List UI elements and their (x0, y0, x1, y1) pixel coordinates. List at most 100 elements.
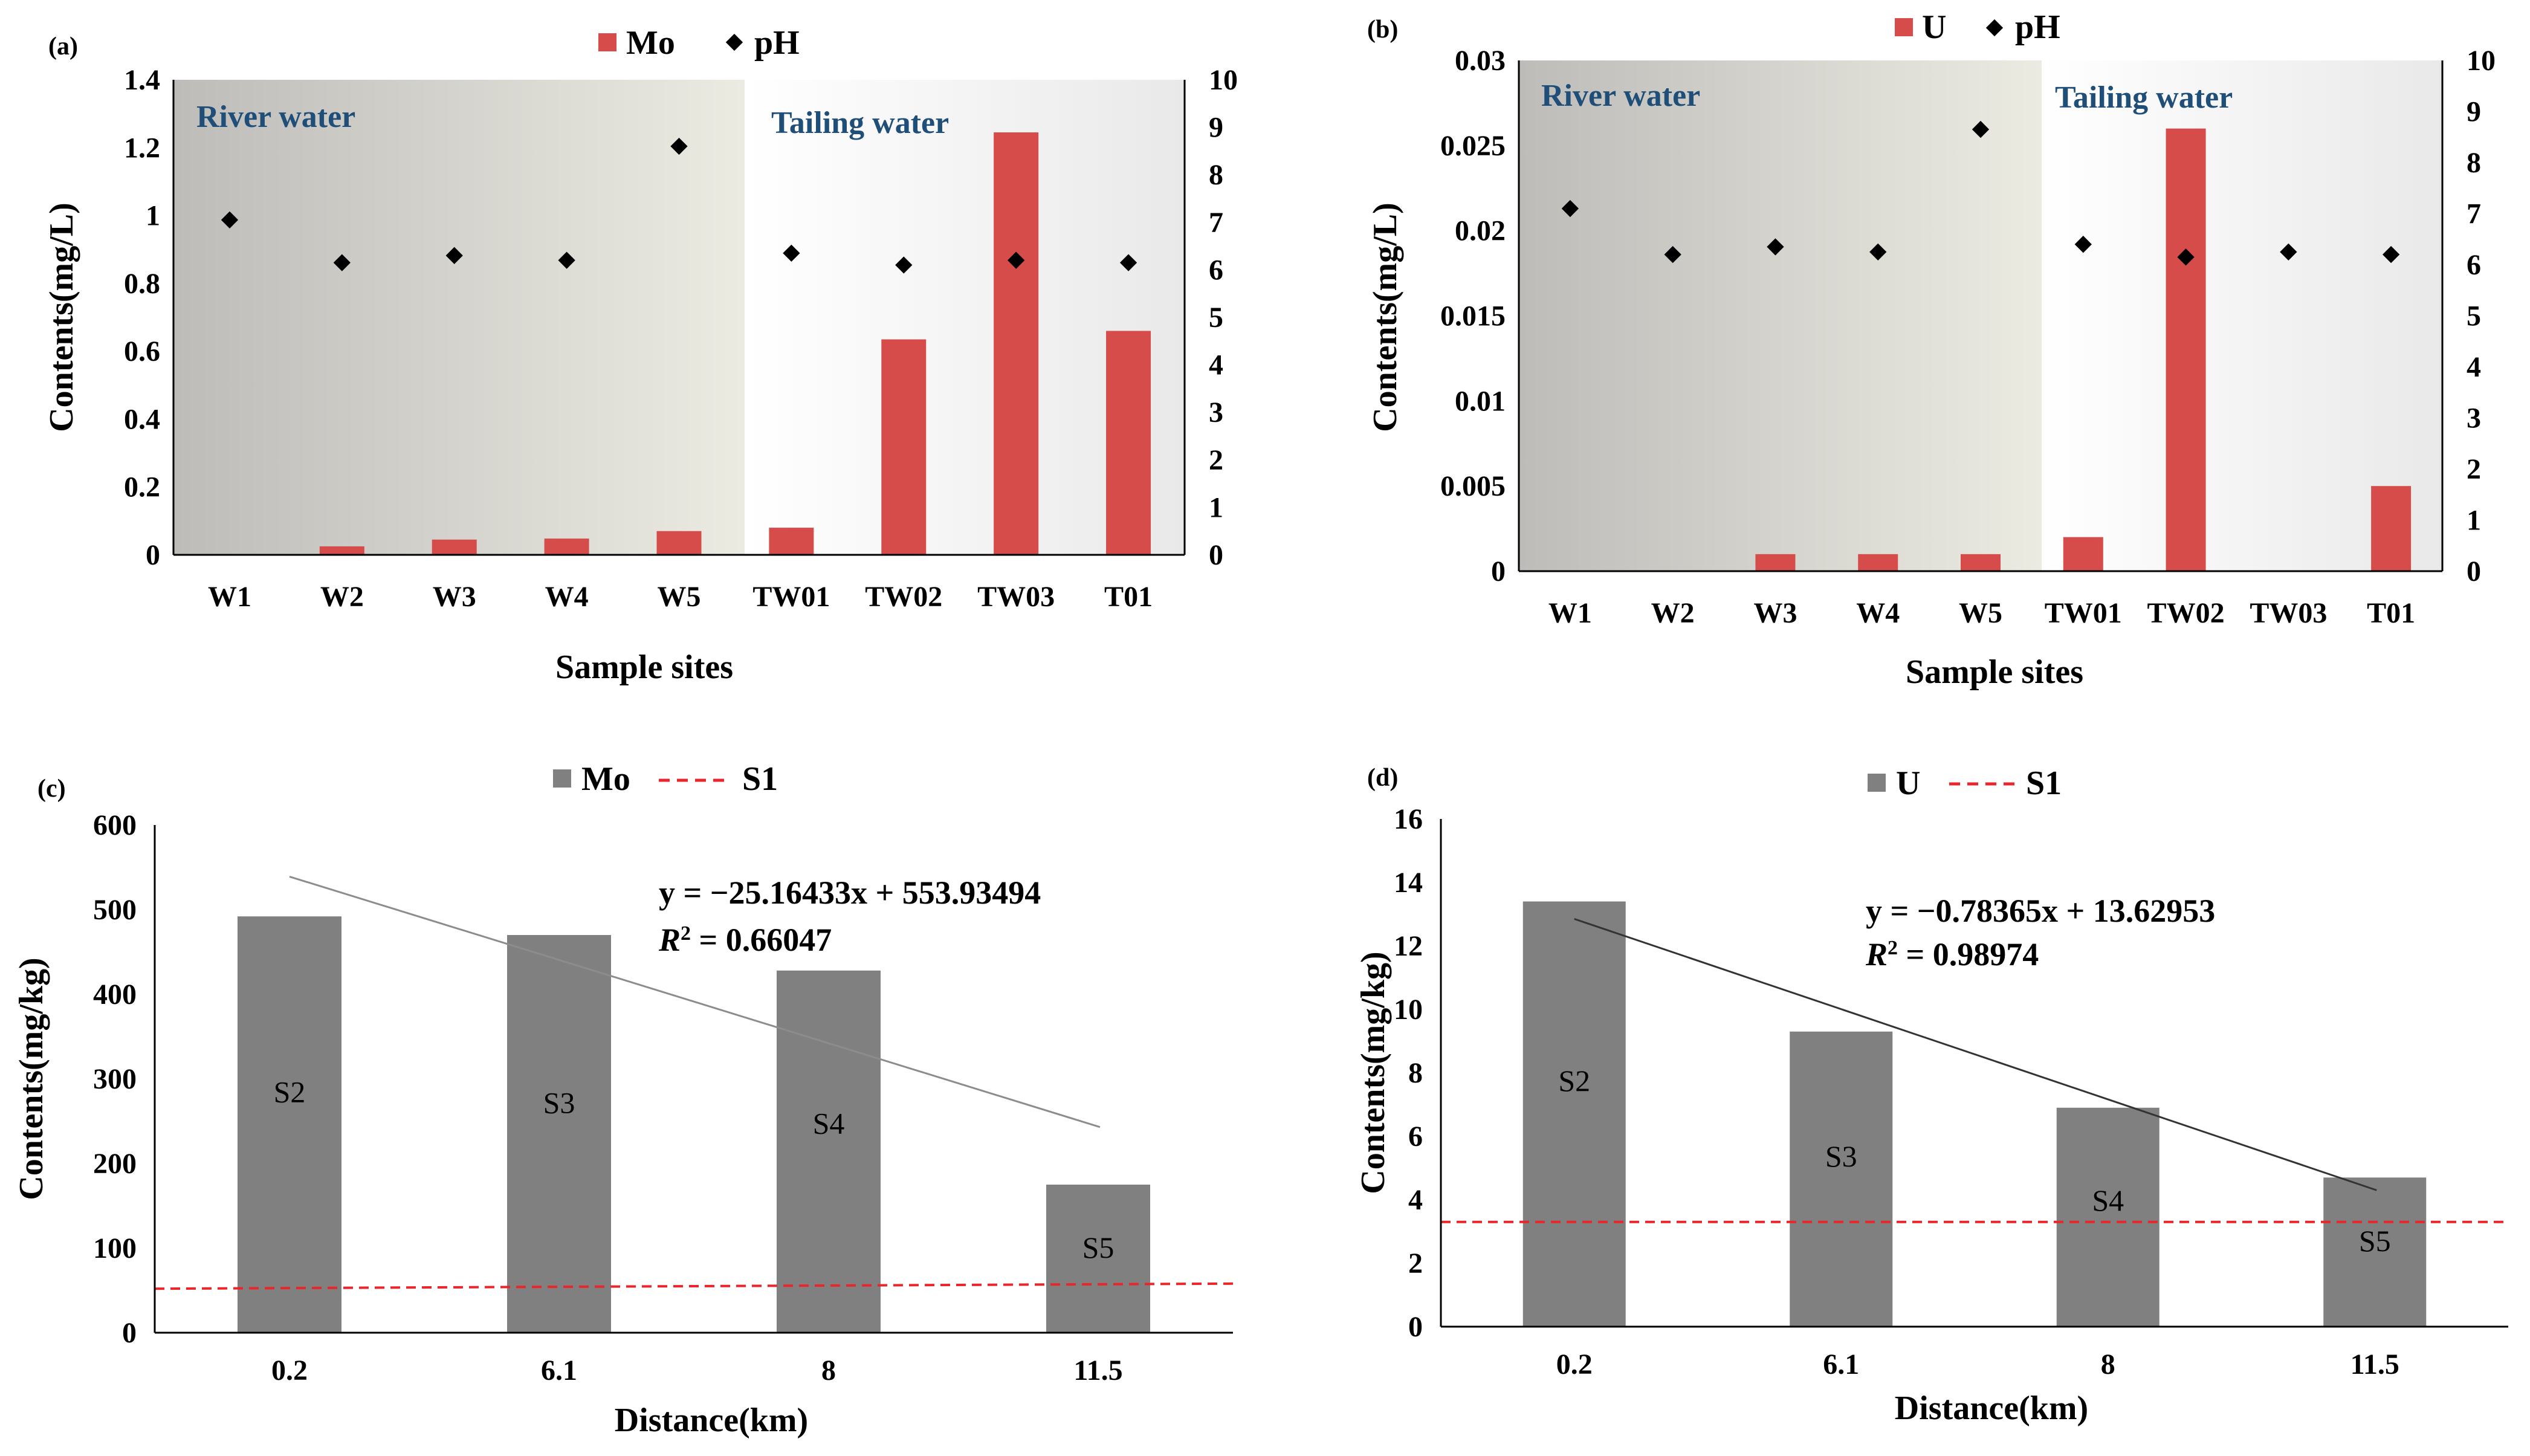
y-axis-title: Contents(mg/kg) (1354, 951, 1392, 1194)
x-tick-label: 0.2 (1556, 1348, 1593, 1380)
y-tick-label: 500 (93, 894, 137, 926)
panel-a-mo-ph-chart: (a) River water Tailing water Mo pH 0 0.2… (43, 24, 1238, 686)
legend: Mo pH (598, 24, 800, 62)
x-axis-title: Distance(km) (1895, 1390, 2088, 1427)
mo-legend-label: Mo (581, 760, 630, 798)
bar-S5 (1046, 1185, 1150, 1333)
ph-legend-diamond-icon (725, 33, 743, 51)
ph-point-T01 (2382, 245, 2400, 264)
y-tick-label: 300 (93, 1063, 137, 1095)
bar-S2 (1522, 901, 1626, 1327)
y-tick-label: 0 (122, 1317, 137, 1349)
y-tick-label: 0.03 (1455, 45, 1506, 77)
u-legend-label: U (1896, 765, 1920, 802)
y2-tick-label: 7 (1209, 207, 1223, 239)
y-tick-label: 10 (1394, 994, 1423, 1026)
u-legend-label: U (1922, 8, 1946, 46)
regression-equation: y = −0.78365x + 13.62953 (1866, 893, 2215, 929)
y2-tick-label: 10 (1209, 64, 1238, 96)
ph-point-W1 (1561, 199, 1579, 218)
panel-b-label: (b) (1367, 16, 1398, 44)
x-tick-label: TW02 (2147, 597, 2225, 629)
panel-d-u-distance-chart: (d) U S1 S2 S3 S4 S5 y = −0.78365x + 13.629… (1354, 764, 2508, 1427)
x-tick-label: TW02 (865, 581, 942, 613)
ph-point-W4 (1869, 243, 1887, 261)
panel-a-label: (a) (48, 33, 78, 60)
y-axis-title: Contents(mg/kg) (13, 957, 50, 1200)
u-legend-swatch (1868, 774, 1886, 792)
x-tick-label: TW03 (2250, 597, 2327, 629)
bar-W3 (1755, 554, 1796, 571)
y-tick-label: 0.01 (1455, 385, 1506, 417)
y2-tick-label: 4 (2467, 351, 2481, 383)
x-tick-label: W4 (1856, 597, 1900, 629)
y-tick-label: 0.005 (1440, 470, 1506, 502)
y-tick-label: 0.6 (124, 335, 160, 367)
y-tick-label: 6 (1408, 1121, 1423, 1153)
x-axis-title: Distance(km) (615, 1402, 808, 1439)
x-tick-label: TW01 (752, 581, 830, 613)
bar-TW03 (994, 132, 1039, 555)
y2-tick-label: 5 (1209, 302, 1223, 334)
y-tick-label: 100 (93, 1232, 137, 1264)
bar-W5 (656, 531, 702, 555)
y-tick-label: 8 (1408, 1057, 1423, 1089)
x-tick-label: 0.2 (271, 1354, 308, 1386)
y-tick-label: 0.02 (1455, 215, 1506, 247)
r-squared: R2 = 0.98974 (1865, 936, 2039, 972)
ph-point-TW03 (2280, 243, 2297, 261)
x-tick-label: 11.5 (1073, 1354, 1122, 1386)
y-tick-label: 200 (93, 1148, 137, 1180)
x-tick-label: W5 (1959, 597, 2002, 629)
y-tick-label: 0 (1408, 1311, 1423, 1343)
bar-S4 (777, 970, 881, 1333)
x-tick-label: W5 (658, 581, 701, 613)
bar-TW02 (881, 339, 927, 555)
y-axis-title: Contents(mg/L) (43, 202, 80, 432)
bar-S5 (2323, 1177, 2427, 1327)
ph-point-W5 (1972, 120, 1990, 138)
bar-W2 (319, 546, 364, 555)
y2-tick-label: 5 (2467, 300, 2481, 332)
s1-threshold-line (154, 1282, 1234, 1290)
bar-W4 (1858, 554, 1898, 571)
x-tick-label: W1 (208, 581, 251, 613)
y2-tick-label: 1 (2467, 505, 2481, 537)
ph-point-W4 (558, 251, 575, 269)
legend: U S1 (1868, 765, 2062, 802)
ph-point-TW02 (2177, 248, 2195, 266)
y2-tick-label: 8 (2467, 147, 2481, 179)
panel-c-mo-distance-chart: (c) Mo S1 S2 S3 S4 S5 y = −25.16433x + 553.… (13, 760, 1234, 1439)
x-tick-label: W4 (545, 581, 589, 613)
y-tick-label: 14 (1394, 867, 1423, 899)
bar-W4 (544, 539, 589, 555)
legend: U pH (1895, 8, 2060, 46)
bar-site-label: S2 (274, 1075, 306, 1108)
y2-tick-label: 10 (2467, 45, 2496, 77)
x-tick-label: W1 (1548, 597, 1592, 629)
y2-tick-label: 2 (2467, 453, 2481, 485)
ph-point-TW03 (1008, 251, 1025, 269)
y2-tick-label: 6 (2467, 249, 2481, 281)
bar-TW02 (2166, 128, 2206, 571)
river-water-label: River water (1541, 79, 1700, 113)
y-tick-label: 400 (93, 979, 137, 1011)
y2-tick-label: 9 (1209, 112, 1223, 144)
y2-tick-label: 0 (1209, 539, 1223, 571)
ph-point-TW02 (895, 256, 913, 274)
ph-point-TW01 (783, 244, 800, 262)
bar-S2 (238, 916, 341, 1333)
y-axis-title: Contents(mg/L) (1367, 202, 1404, 432)
s1-legend-label: S1 (2026, 765, 2062, 802)
y-tick-label: 2 (1408, 1247, 1423, 1280)
tailing-water-label: Tailing water (2055, 80, 2233, 115)
y-tick-label: 0.2 (124, 471, 160, 503)
x-tick-label: T01 (1104, 581, 1153, 613)
y2-tick-label: 7 (2467, 198, 2481, 230)
ph-point-TW01 (2074, 236, 2092, 253)
y2-tick-label: 2 (1209, 444, 1223, 476)
ph-point-W2 (1664, 245, 1681, 264)
y-tick-label: 0 (1491, 555, 1506, 587)
x-tick-label: 6.1 (1823, 1348, 1859, 1380)
bar-site-label: S3 (543, 1086, 575, 1119)
